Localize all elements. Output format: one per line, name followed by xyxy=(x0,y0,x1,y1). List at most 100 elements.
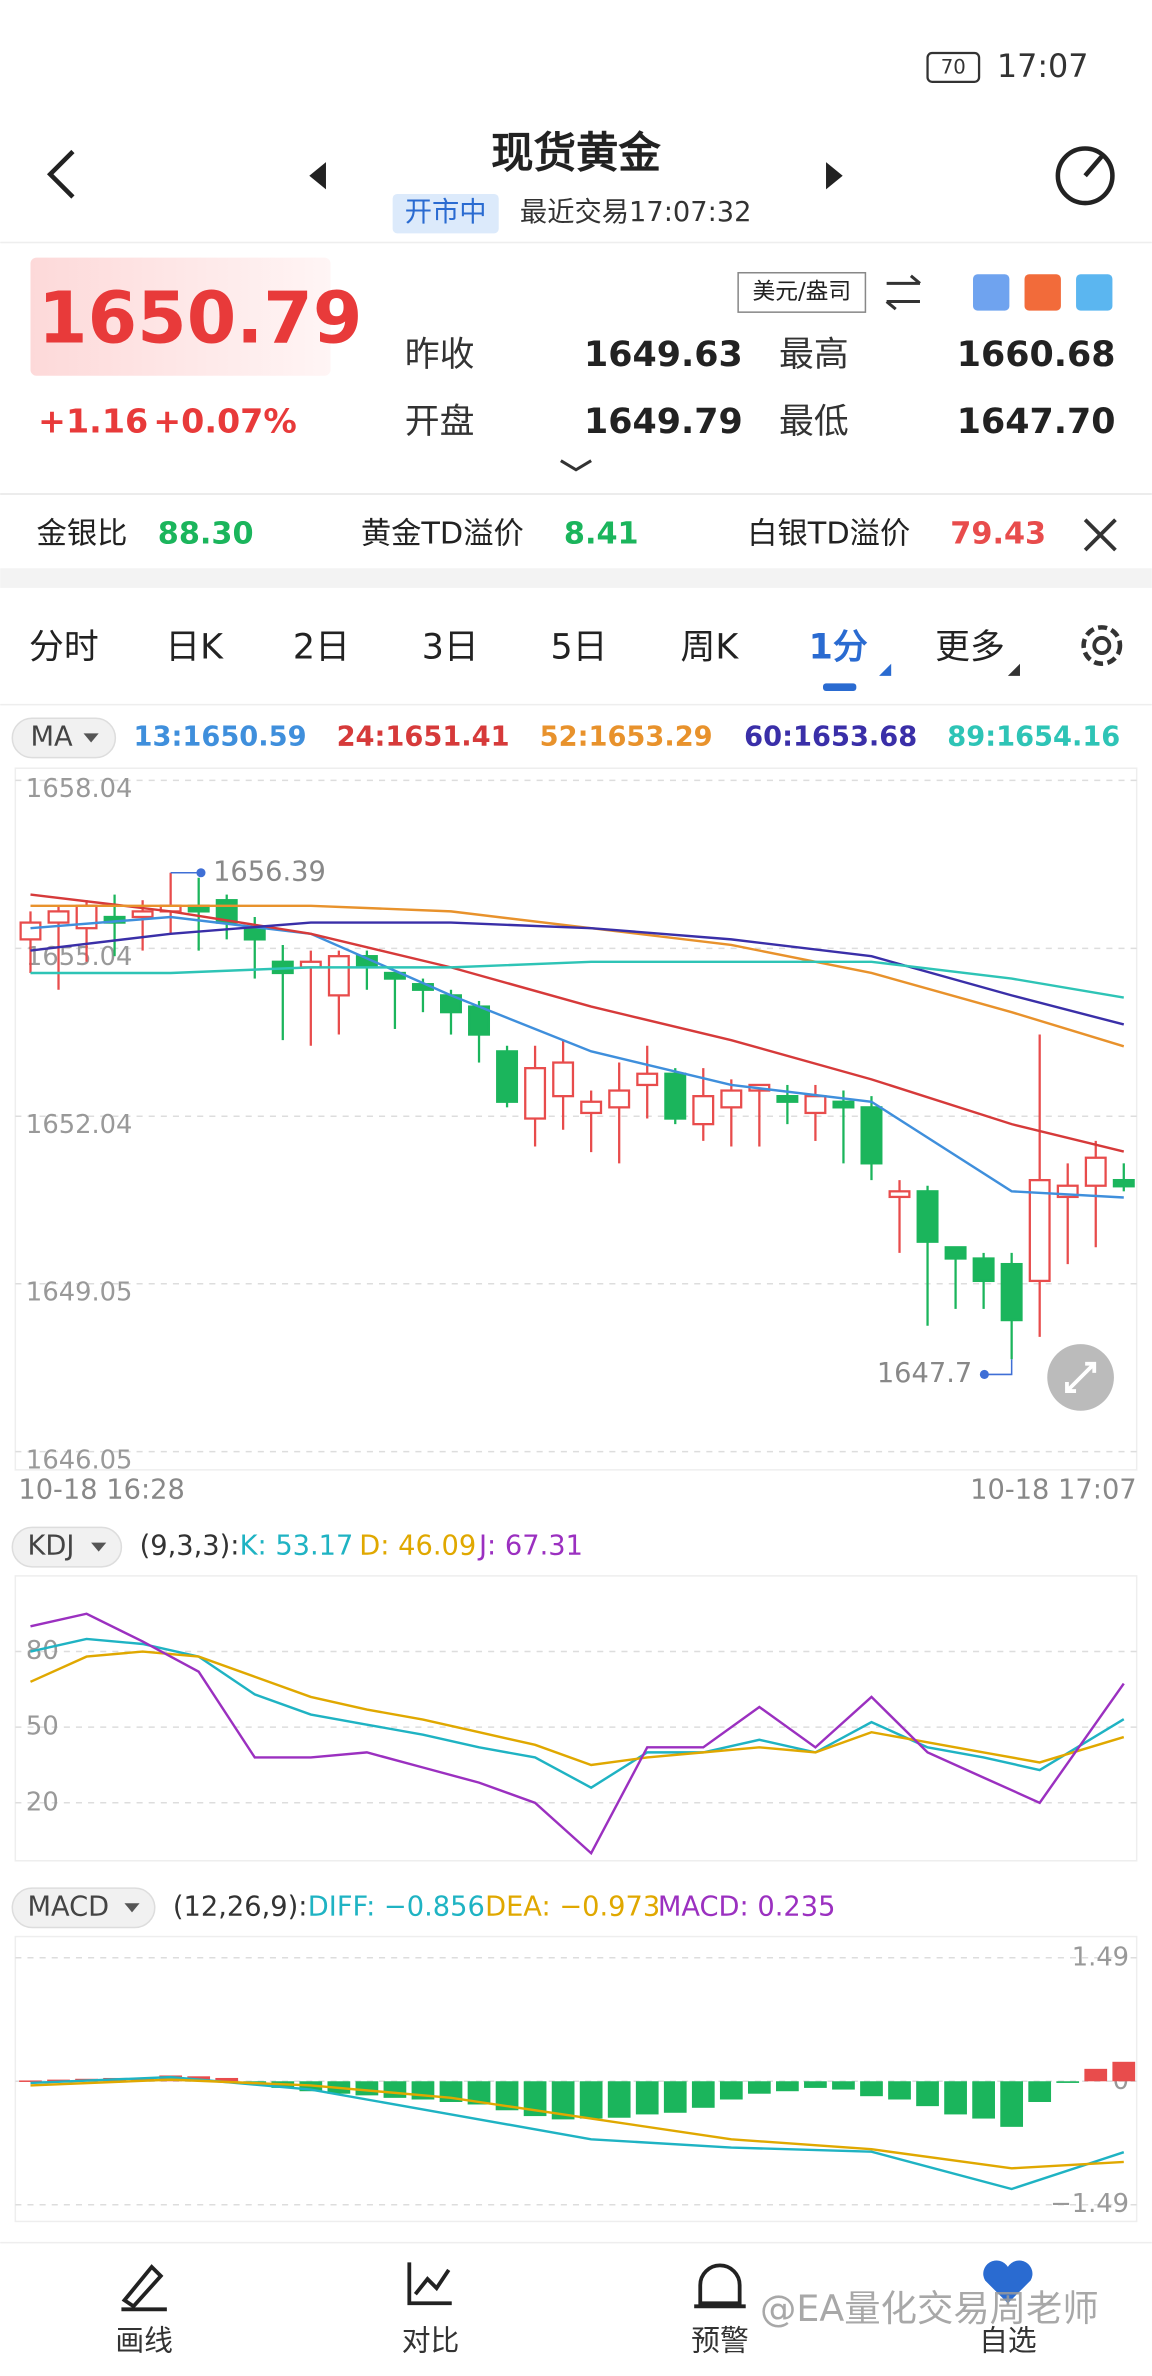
macd-bar xyxy=(551,2081,575,2120)
stat-value: 1660.68 xyxy=(957,335,1116,375)
indicator-params: (9,3,3): xyxy=(140,1531,240,1562)
macd-bar xyxy=(1084,2068,1108,2082)
indicator-pill[interactable] xyxy=(11,717,117,759)
indicator-name[interactable]: MACD xyxy=(27,1891,109,1922)
tab[interactable]: 日K xyxy=(165,628,224,668)
compare-icon[interactable] xyxy=(407,2262,452,2306)
macd-bar xyxy=(972,2081,995,2119)
series-line xyxy=(30,915,1124,1199)
change: +1.16 xyxy=(38,401,148,440)
macd-bar xyxy=(916,2081,939,2107)
macd-bar xyxy=(1112,2061,1136,2082)
indicator-pill[interactable] xyxy=(11,1526,123,1568)
change-pct: +0.07% xyxy=(153,401,297,440)
tab[interactable]: 更多 xyxy=(935,628,1005,668)
series-line xyxy=(30,2078,1124,2170)
tab[interactable]: 2日 xyxy=(293,628,350,668)
stat-value: 1647.70 xyxy=(957,402,1116,442)
swap-icon[interactable] xyxy=(885,274,921,311)
tool-icon[interactable] xyxy=(1024,274,1061,311)
nav-label[interactable]: 对比 xyxy=(402,2324,460,2358)
macd-bar xyxy=(691,2081,715,2108)
macd-bar xyxy=(1028,2081,1052,2102)
legend-entry: 60:1653.68 xyxy=(744,721,917,752)
candle-body xyxy=(636,1072,659,1087)
nav-label[interactable]: 预警 xyxy=(691,2324,749,2358)
candle-body xyxy=(243,927,266,941)
tab[interactable]: 3日 xyxy=(422,628,479,668)
price: 1650.79 xyxy=(38,276,362,359)
y-tick-label: 1658.04 xyxy=(26,774,132,804)
candle-body xyxy=(552,1061,575,1098)
expand-chevron[interactable] xyxy=(560,459,592,472)
legend-entry: D: 46.09 xyxy=(359,1531,476,1562)
alert-icon[interactable] xyxy=(694,2263,746,2309)
macd-bar xyxy=(467,2081,491,2105)
macd-bar xyxy=(383,2081,407,2098)
nav-label[interactable]: 自选 xyxy=(979,2324,1037,2358)
macd-bar xyxy=(719,2081,743,2100)
macd-bar xyxy=(579,2081,603,2119)
ratio-value: 88.30 xyxy=(158,516,254,551)
ratio-label: 白银TD溢价 xyxy=(747,516,910,551)
macd-bar xyxy=(663,2081,687,2113)
indicator-name[interactable]: KDJ xyxy=(27,1531,74,1562)
series-line xyxy=(30,893,1125,1153)
macd-bar xyxy=(944,2081,967,2115)
series-line xyxy=(30,960,1124,999)
tab[interactable]: 5日 xyxy=(551,628,608,668)
indicator-name[interactable]: MA xyxy=(30,721,73,752)
back-button[interactable] xyxy=(46,149,75,199)
unit-box[interactable] xyxy=(737,271,867,313)
next-arrow[interactable] xyxy=(826,162,843,190)
candle-body xyxy=(1056,1184,1079,1199)
nav-label[interactable]: 画线 xyxy=(115,2324,173,2358)
ratio-value: 79.43 xyxy=(950,516,1046,551)
candle-body xyxy=(888,1190,911,1199)
plot-frame xyxy=(14,1575,1138,1862)
ratio-label: 黄金TD溢价 xyxy=(361,516,524,551)
tab-underline xyxy=(822,683,857,691)
stat-label: 开盘 xyxy=(405,402,475,442)
min-label: 1647.7 xyxy=(877,1358,972,1389)
tab[interactable]: 1分 xyxy=(809,628,868,668)
tab-caret xyxy=(879,663,892,676)
tool-icon[interactable] xyxy=(973,274,1010,311)
macd-bar xyxy=(495,2081,519,2111)
page-title: 现货黄金 xyxy=(491,130,661,179)
status-time: 17:07 xyxy=(997,47,1089,85)
y-tick-label: 20 xyxy=(26,1787,59,1817)
fullscreen-button[interactable] xyxy=(1047,1344,1114,1411)
candle-body xyxy=(131,910,154,919)
max-label: 1656.39 xyxy=(213,856,326,887)
indicator-pill[interactable] xyxy=(11,1887,156,1929)
x-tick-label: 10-18 17:07 xyxy=(970,1475,1136,1506)
candle-body xyxy=(1000,1262,1023,1322)
macd-bar xyxy=(832,2081,855,2090)
macd-bar xyxy=(1000,2081,1024,2127)
macd-bar xyxy=(860,2081,883,2097)
candle-body xyxy=(664,1072,687,1120)
candle-body xyxy=(608,1089,631,1109)
settings-icon[interactable] xyxy=(1081,625,1123,666)
y-tick-label: −1.49 xyxy=(1050,2189,1129,2219)
candle-body xyxy=(1028,1178,1051,1283)
draw-icon[interactable] xyxy=(121,2264,167,2312)
price-box xyxy=(30,257,331,376)
series-line xyxy=(29,1650,1125,1767)
tool-icon[interactable] xyxy=(1076,274,1113,311)
macd-bar xyxy=(215,2077,239,2082)
ratio-value: 8.41 xyxy=(564,516,639,551)
candle-body xyxy=(1084,1156,1107,1187)
watchlist-icon[interactable] xyxy=(983,2260,1033,2304)
candle-body xyxy=(468,1005,491,1036)
tab[interactable]: 周K xyxy=(680,628,739,668)
legend-entry: 24:1651.41 xyxy=(337,721,510,752)
refresh-button[interactable] xyxy=(1055,146,1115,206)
y-tick-label: 1646.05 xyxy=(26,1445,132,1475)
tab[interactable]: 分时 xyxy=(29,628,99,668)
prev-arrow[interactable] xyxy=(309,162,326,190)
close-icon[interactable] xyxy=(1083,518,1117,552)
